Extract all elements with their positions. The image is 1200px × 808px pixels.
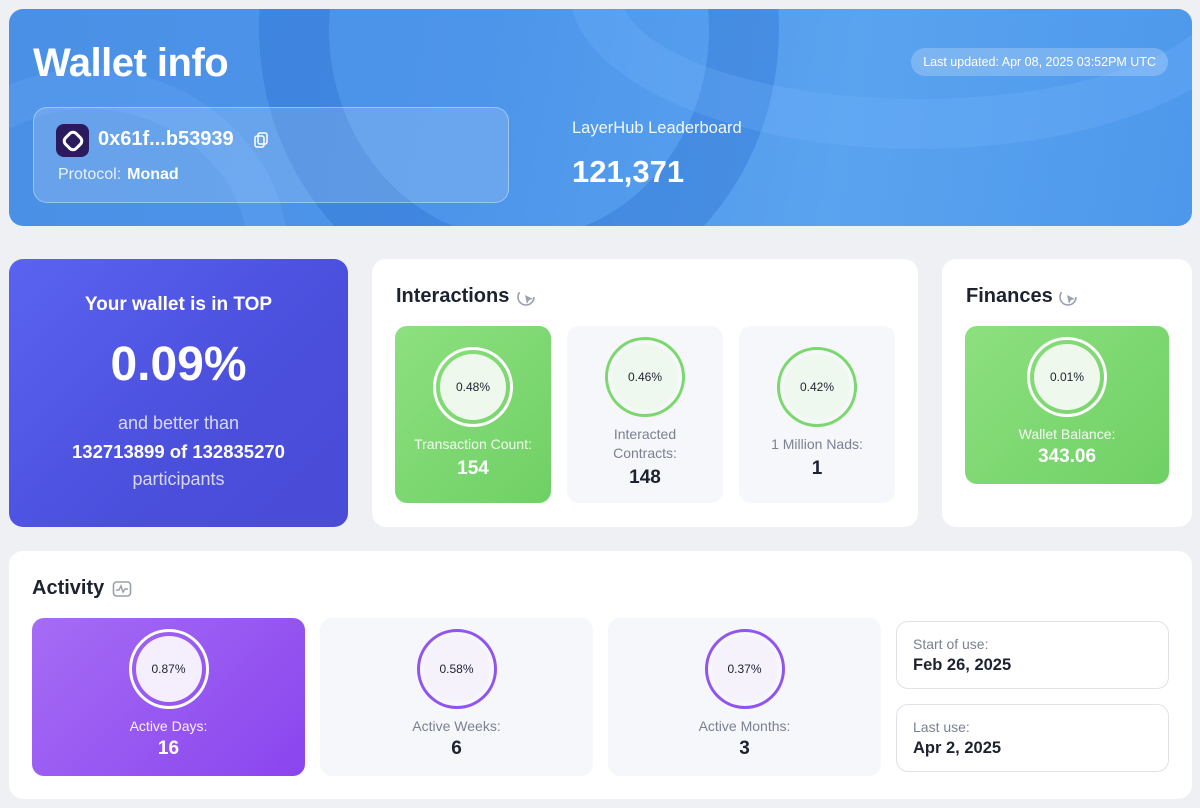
percentile-value: 0.01% [1034, 344, 1100, 410]
stat-million-nads: 0.42% 1 Million Nads: 1 [739, 326, 895, 503]
cursor-click-icon[interactable] [516, 287, 536, 307]
copy-icon[interactable] [254, 132, 268, 148]
percentile-value: 0.48% [440, 354, 506, 420]
percentile-ring: 0.42% [777, 347, 857, 427]
last-use-value: Apr 2, 2025 [913, 739, 1002, 757]
stat-interacted-contracts: 0.46% Interacted Contracts: 148 [567, 326, 723, 503]
top-rank-text: and better than [117, 413, 240, 433]
start-of-use-label: Start of use: [913, 636, 989, 652]
stat-value: 148 [629, 467, 661, 488]
top-rank-percent: 0.09% [110, 338, 247, 391]
interactions-card: Interactions 0.48% Transaction Count: 15… [372, 259, 918, 527]
start-of-use-value: Feb 26, 2025 [913, 656, 1012, 674]
stat-value: 3 [739, 738, 750, 759]
stat-label: Active Months: [698, 718, 791, 734]
activity-chart-icon [112, 581, 132, 597]
wallet-address: 0x61f...b53939 [98, 128, 234, 150]
monad-logo-icon [56, 124, 89, 157]
percentile-ring: 0.01% [1027, 337, 1107, 417]
last-use-card: Last use: Apr 2, 2025 [896, 704, 1169, 772]
page-title: Wallet info [33, 41, 229, 85]
finances-card: Finances 0.01% Wallet Balance: 343.06 [942, 259, 1192, 527]
stat-active-weeks: 0.58% Active Weeks: 6 [320, 618, 593, 776]
percentile-value: 0.37% [711, 636, 778, 702]
percentile-value: 0.46% [612, 344, 678, 410]
top-rank-count: 132713899 of 132835270 [72, 441, 285, 462]
interactions-title: Interactions [396, 285, 510, 307]
stat-value: 343.06 [1037, 446, 1097, 467]
stat-value: 1 [811, 458, 823, 479]
leaderboard-label: LayerHub Leaderboard [572, 119, 742, 137]
cursor-click-icon[interactable] [1058, 287, 1078, 307]
stat-label: Active Days: [129, 718, 208, 734]
stat-active-months: 0.37% Active Months: 3 [608, 618, 881, 776]
percentile-value: 0.58% [423, 636, 490, 702]
percentile-ring: 0.46% [605, 337, 685, 417]
activity-title: Activity [32, 577, 105, 599]
wallet-address-card: 0x61f...b53939 Protocol: Monad [33, 107, 509, 203]
stat-value: 16 [157, 738, 180, 759]
stat-value: 6 [451, 738, 462, 759]
wallet-header: Wallet info Last updated: Apr 08, 2025 0… [9, 9, 1192, 226]
percentile-ring: 0.48% [433, 347, 513, 427]
stat-label: Wallet Balance: [1018, 426, 1116, 442]
protocol-label: Protocol: [58, 166, 122, 183]
protocol-value: Monad [127, 166, 179, 183]
top-rank-suffix: participants [132, 469, 225, 489]
stat-active-days: 0.87% Active Days: 16 [32, 618, 305, 776]
percentile-value: 0.42% [784, 354, 850, 420]
finances-title: Finances [966, 285, 1053, 307]
activity-card: Activity 0.87% Active Days: 16 0.58% Act… [9, 551, 1192, 799]
percentile-value: 0.87% [135, 636, 202, 702]
percentile-ring: 0.37% [704, 629, 785, 709]
percentile-ring: 0.58% [416, 629, 497, 709]
stat-label: Transaction Count: [414, 436, 532, 452]
protocol-row: Protocol: Monad [58, 166, 179, 184]
top-rank-card: Your wallet is in TOP 0.09% and better t… [9, 259, 348, 527]
stat-label: 1 Million Nads: [771, 436, 863, 452]
start-of-use-card: Start of use: Feb 26, 2025 [896, 621, 1169, 689]
stat-wallet-balance: 0.01% Wallet Balance: 343.06 [965, 326, 1169, 484]
last-updated-badge: Last updated: Apr 08, 2025 03:52PM UTC [911, 48, 1168, 76]
stat-label: Active Weeks: [412, 718, 501, 734]
stat-transaction-count: 0.48% Transaction Count: 154 [395, 326, 551, 503]
stat-value: 154 [457, 458, 489, 479]
top-rank-heading: Your wallet is in TOP [84, 294, 273, 315]
leaderboard-value: 121,371 [572, 154, 685, 189]
last-use-label: Last use: [913, 719, 970, 735]
percentile-ring: 0.87% [128, 629, 209, 709]
stat-label: Interacted Contracts: [613, 426, 677, 461]
